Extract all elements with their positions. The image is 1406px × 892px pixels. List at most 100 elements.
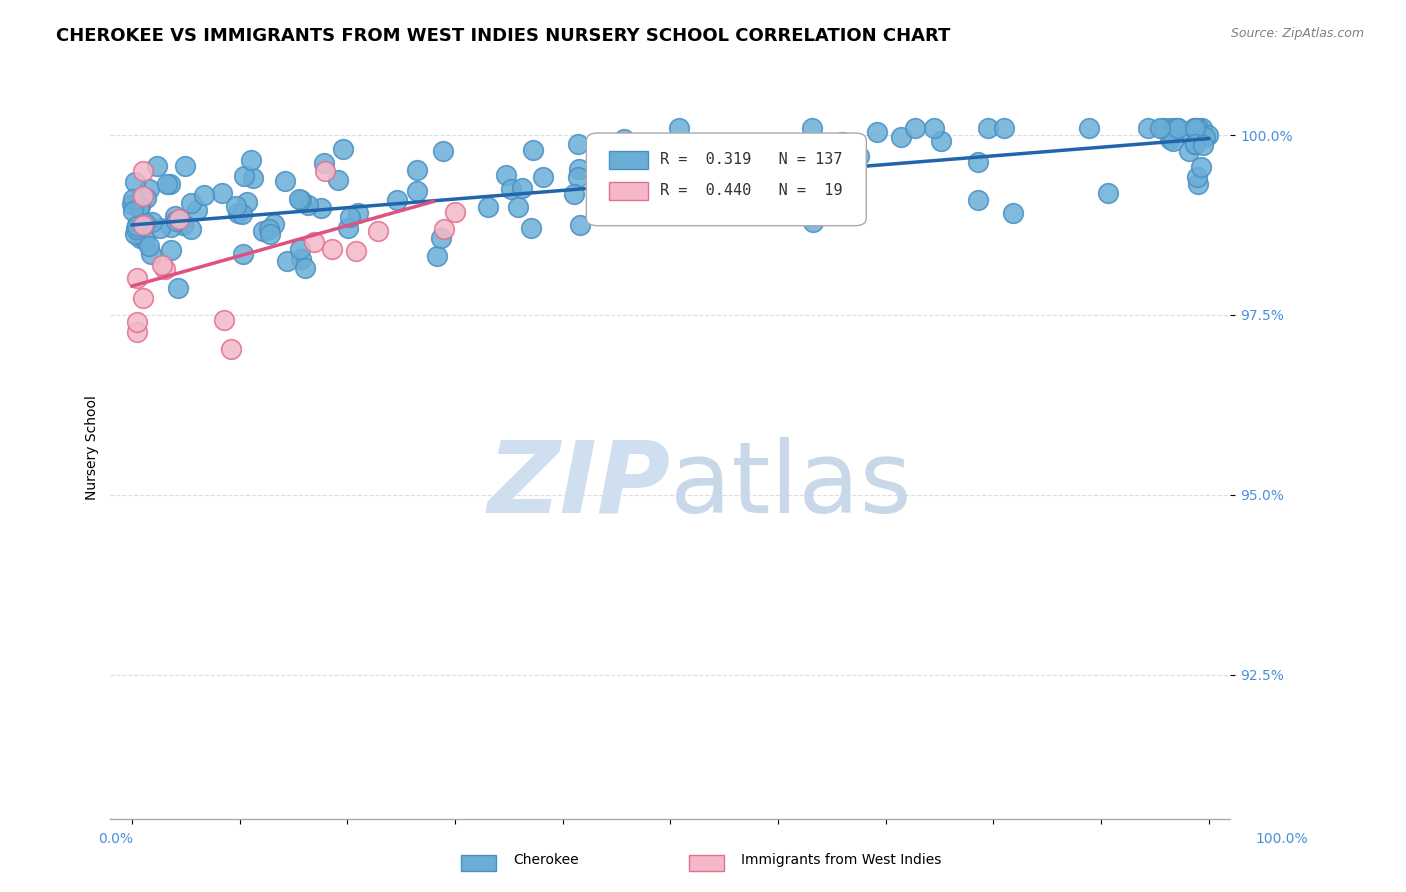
Point [263, 217, 285, 231]
Point [1185, 170, 1208, 185]
Point [127, 270, 149, 285]
Point [564, 186, 586, 201]
Point [127, 314, 149, 328]
Point [1136, 120, 1159, 135]
Point [274, 174, 297, 188]
Point [138, 239, 160, 253]
Point [129, 231, 152, 245]
Point [127, 325, 149, 339]
Text: Immigrants from West Indies: Immigrants from West Indies [741, 853, 942, 867]
Text: R =  0.440   N =  19: R = 0.440 N = 19 [661, 184, 842, 198]
Point [180, 222, 202, 236]
Point [567, 136, 589, 151]
Point [1153, 120, 1175, 135]
Point [309, 201, 332, 215]
Point [1184, 120, 1206, 135]
Point [1149, 120, 1171, 135]
Point [568, 218, 591, 232]
Point [211, 186, 233, 200]
Point [297, 197, 319, 211]
Point [339, 210, 361, 224]
Point [141, 247, 163, 261]
Point [159, 220, 181, 235]
Point [257, 222, 280, 236]
Text: Source: ZipAtlas.com: Source: ZipAtlas.com [1230, 27, 1364, 40]
Point [276, 254, 298, 268]
Point [924, 120, 946, 135]
Point [226, 206, 249, 220]
Point [1167, 120, 1189, 135]
Point [522, 143, 544, 157]
Point [520, 221, 543, 235]
Point [506, 200, 529, 214]
Point [252, 224, 274, 238]
Text: CHEROKEE VS IMMIGRANTS FROM WEST INDIES NURSERY SCHOOL CORRELATION CHART: CHEROKEE VS IMMIGRANTS FROM WEST INDIES … [56, 27, 950, 45]
Point [132, 189, 155, 203]
Point [235, 194, 257, 209]
Point [186, 203, 208, 218]
Point [1161, 135, 1184, 149]
Point [1173, 125, 1195, 139]
Point [967, 155, 990, 169]
Point [531, 169, 554, 184]
Point [758, 173, 780, 187]
Point [167, 211, 190, 226]
Point [801, 215, 824, 229]
Point [666, 174, 689, 188]
Point [214, 313, 236, 327]
Point [848, 149, 870, 163]
Point [367, 224, 389, 238]
Point [134, 233, 156, 247]
Point [993, 120, 1015, 135]
Point [1159, 131, 1181, 145]
Point [1160, 128, 1182, 142]
Point [1191, 120, 1213, 135]
Point [1189, 161, 1212, 175]
Point [132, 164, 155, 178]
Point [1184, 120, 1206, 135]
Bar [609, 182, 648, 200]
Point [406, 163, 429, 178]
Text: ZIP: ZIP [488, 436, 671, 533]
Point [149, 220, 172, 235]
Point [134, 216, 156, 230]
Point [444, 205, 467, 219]
Text: R =  0.319   N = 137: R = 0.319 N = 137 [661, 153, 842, 167]
Point [1187, 177, 1209, 191]
Point [127, 218, 149, 232]
Bar [689, 855, 724, 871]
Point [598, 188, 620, 202]
Point [159, 177, 181, 191]
Point [124, 227, 146, 241]
Point [499, 182, 522, 196]
Point [259, 227, 281, 241]
Point [326, 173, 349, 187]
Point [596, 171, 619, 186]
Point [150, 258, 173, 272]
Text: 100.0%: 100.0% [1256, 832, 1308, 846]
Text: atlas: atlas [671, 436, 912, 533]
Point [347, 206, 370, 220]
Point [693, 173, 716, 187]
Point [510, 181, 533, 195]
Point [321, 242, 343, 256]
Point [332, 142, 354, 156]
Point [240, 153, 263, 167]
Point [129, 199, 152, 213]
Point [678, 140, 700, 154]
Point [803, 184, 825, 198]
Point [141, 215, 163, 229]
Point [121, 196, 143, 211]
Point [288, 192, 311, 206]
Point [163, 210, 186, 224]
Point [156, 177, 179, 191]
Point [242, 171, 264, 186]
Point [966, 193, 988, 207]
Point [1184, 137, 1206, 152]
Bar [461, 855, 496, 871]
Point [495, 168, 517, 182]
Point [433, 222, 456, 236]
Point [160, 243, 183, 257]
Point [135, 191, 157, 205]
Text: Cherokee: Cherokee [513, 853, 579, 867]
